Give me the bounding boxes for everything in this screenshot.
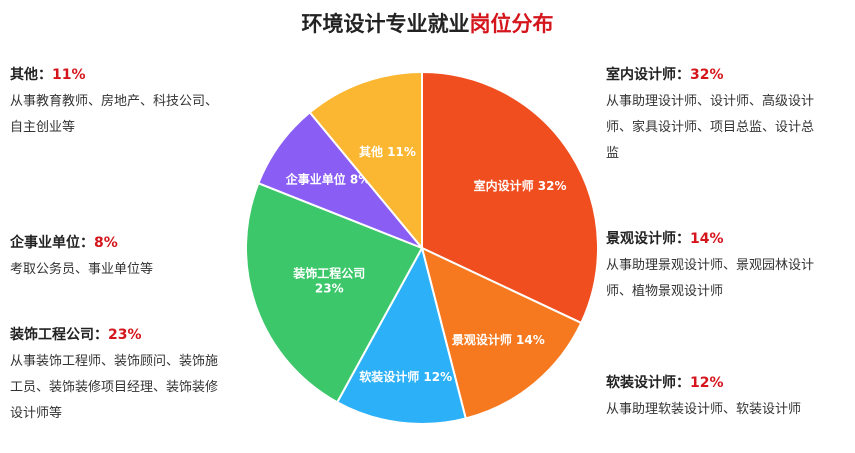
block-decoration-head: 装饰工程公司 — [10, 327, 94, 343]
block-interior: 室内设计师：32% 从事助理设计师、设计师、高级设计 师、家具设计师、项目总监、… — [606, 62, 851, 167]
title-accent: 岗位分布 — [469, 12, 554, 36]
pie-label-4: 装饰工程公司 23% — [292, 265, 365, 295]
pie-slice-2 — [420, 246, 583, 420]
block-soft-head: 软装设计师 — [606, 375, 676, 391]
pie-label-3: 软装设计师 12% — [359, 369, 452, 384]
block-soft-pct: 12% — [690, 375, 724, 391]
block-decoration-line-2: 工员、装饰装修项目经理、装饰装修 — [10, 380, 219, 395]
pie-slice-3 — [335, 245, 467, 425]
block-enterprise-line-1: 考取公务员、事业单位等 — [10, 262, 154, 277]
block-other-colon: ： — [38, 67, 52, 83]
block-other-pct: 11% — [52, 67, 86, 83]
title-main: 环境设计专业就业 — [301, 12, 470, 36]
block-interior-colon: ： — [676, 67, 690, 83]
block-other-line-2: 自主创业等 — [10, 120, 76, 135]
block-enterprise: 企事业单位：8% 考取公务员、事业单位等 — [10, 230, 270, 283]
block-decoration-line-1: 从事装饰工程师、装饰顾问、装饰施 — [10, 354, 219, 369]
block-enterprise-head: 企事业单位 — [10, 235, 80, 251]
block-interior-line-3: 监 — [606, 146, 620, 161]
block-landscape-colon: ： — [676, 231, 690, 247]
block-landscape-head: 景观设计师 — [606, 231, 676, 247]
block-other-head: 其他 — [10, 67, 38, 83]
pie-label-2: 景观设计师 14% — [452, 332, 545, 347]
pie-slice-1 — [421, 70, 599, 325]
block-soft-colon: ： — [676, 375, 690, 391]
block-decoration-pct: 23% — [108, 327, 142, 343]
block-interior-line-2: 师、家具设计师、项目总监、设计总 — [606, 120, 815, 135]
pie-label-5: 企事业单位 8% — [285, 172, 371, 187]
pie-label-1: 室内设计师 32% — [474, 178, 567, 193]
block-interior-head: 室内设计师 — [606, 67, 676, 83]
block-decoration-colon: ： — [94, 327, 108, 343]
block-landscape: 景观设计师：14% 从事助理景观设计师、景观园林设计 师、植物景观设计师 — [606, 226, 851, 305]
pie-slice-5 — [257, 110, 423, 249]
block-other-line-1: 从事教育教师、房地产、科技公司、 — [10, 94, 219, 109]
pie-label-6: 其他 11% — [359, 144, 416, 159]
block-landscape-line-1: 从事助理景观设计师、景观园林设计 — [606, 258, 815, 273]
pie-slice-6 — [308, 70, 423, 251]
block-landscape-pct: 14% — [690, 231, 724, 247]
pie-slice-4 — [245, 181, 424, 404]
chart-title: 环境设计专业就业岗位分布 — [0, 8, 855, 38]
block-soft: 软装设计师：12% 从事助理软装设计师、软装设计师 — [606, 370, 851, 423]
block-landscape-line-2: 师、植物景观设计师 — [606, 284, 724, 299]
block-interior-pct: 32% — [690, 67, 724, 83]
block-decoration: 装饰工程公司：23% 从事装饰工程师、装饰顾问、装饰施 工员、装饰装修项目经理、… — [10, 322, 270, 427]
block-other: 其他：11% 从事教育教师、房地产、科技公司、 自主创业等 — [10, 62, 270, 141]
block-decoration-line-3: 设计师等 — [10, 406, 63, 421]
block-enterprise-pct: 8% — [94, 235, 118, 251]
block-interior-line-1: 从事助理设计师、设计师、高级设计 — [606, 94, 815, 109]
block-enterprise-colon: ： — [80, 235, 94, 251]
block-soft-line-1: 从事助理软装设计师、软装设计师 — [606, 402, 802, 417]
